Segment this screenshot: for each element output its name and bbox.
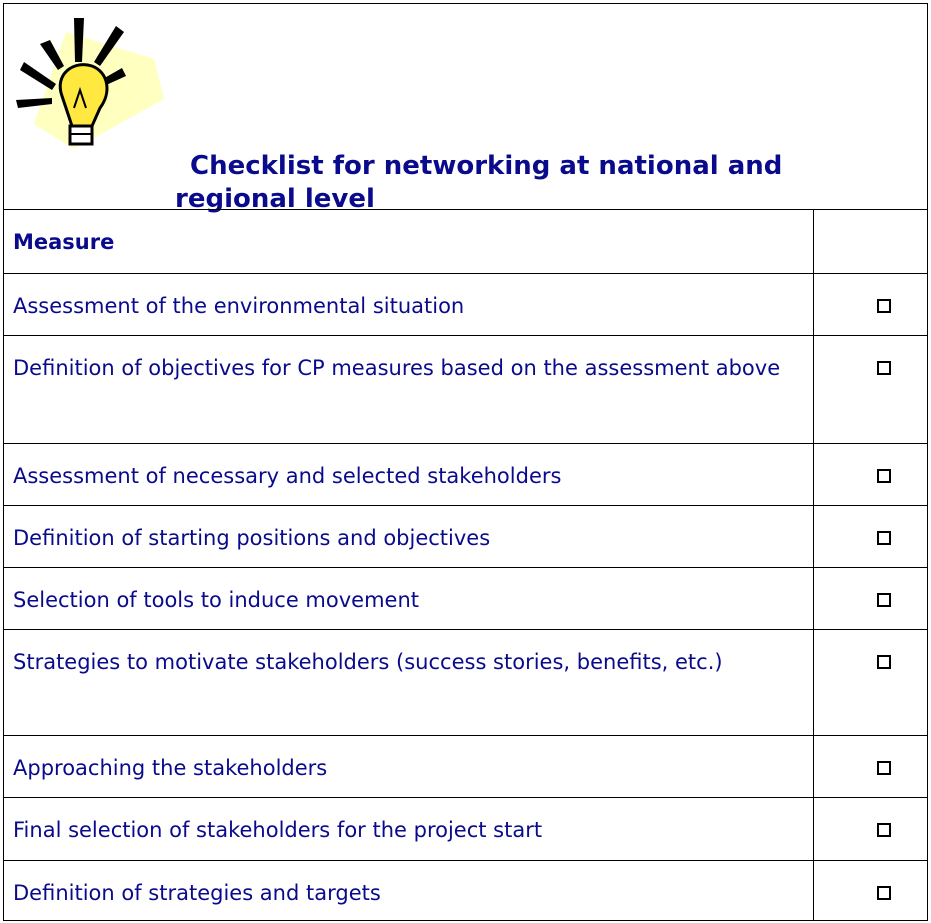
row-line <box>3 273 928 274</box>
row-line <box>3 860 928 861</box>
row-cell: Definition of objectives for CP measures… <box>13 356 781 380</box>
row-cell: Definition of starting positions and obj… <box>13 526 491 550</box>
checkbox <box>877 761 891 775</box>
frame <box>3 3 928 921</box>
row-cell: Strategies to motivate stakeholders (suc… <box>13 650 723 674</box>
row-line <box>3 735 928 736</box>
row-cell: Definition of strategies and targets <box>13 881 381 905</box>
row-cell: Final selection of stakeholders for the … <box>13 818 543 842</box>
row-cell: Approaching the stakeholders <box>13 756 328 780</box>
row-line <box>3 505 928 506</box>
checkbox <box>877 361 891 375</box>
column-line <box>813 209 814 921</box>
checkbox <box>877 823 891 837</box>
row-line <box>3 797 928 798</box>
row-cell: Assessment of necessary and selected sta… <box>13 464 562 488</box>
row-cell: Selection of tools to induce movement <box>13 588 420 612</box>
header-cell: Measure <box>13 230 115 254</box>
row-cell: Assessment of the environmental situatio… <box>13 294 465 318</box>
checkbox <box>877 655 891 669</box>
lightbulb-icon <box>16 18 164 149</box>
checkbox <box>877 593 891 607</box>
row-line <box>3 335 928 336</box>
row-line <box>3 567 928 568</box>
checkbox <box>877 299 891 313</box>
checkbox <box>877 531 891 545</box>
row-line <box>3 209 928 210</box>
row-line <box>3 443 928 444</box>
row-line <box>3 629 928 630</box>
checkbox <box>877 469 891 483</box>
checkbox <box>877 886 891 900</box>
title: Checklist for networking at national and… <box>175 151 783 214</box>
